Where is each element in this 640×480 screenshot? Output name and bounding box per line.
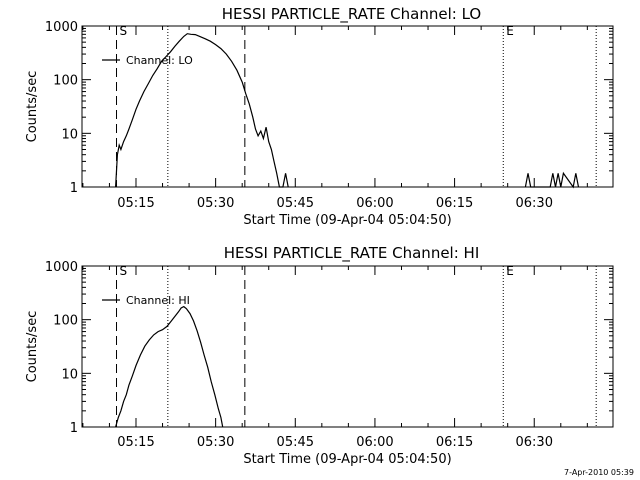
- chart-title: HESSI PARTICLE_RATE Channel: LO: [222, 5, 481, 24]
- legend-label: Channel: HI: [126, 294, 190, 307]
- x-axis-label: Start Time (09-Apr-04 05:04:50): [243, 213, 451, 228]
- y-tick-label: 1000: [45, 20, 78, 35]
- x-tick-label: 05:45: [277, 196, 314, 211]
- x-tick-label: 06:15: [436, 196, 473, 211]
- legend-label: Channel: LO: [126, 54, 193, 67]
- series-line-1: [115, 33, 289, 188]
- timestamp-label: 7-Apr-2010 05:39: [564, 468, 634, 477]
- x-tick-label: 06:30: [516, 435, 553, 450]
- y-tick-label: 1: [70, 421, 78, 436]
- x-tick-label: 05:30: [197, 196, 234, 211]
- y-tick-label: 10: [61, 127, 78, 142]
- x-tick-label: 06:00: [356, 196, 393, 211]
- plot-frame: [81, 265, 614, 428]
- x-tick-label: 05:45: [277, 435, 314, 450]
- y-axis-label: Counts/sec: [25, 311, 40, 383]
- chart-panel-2: HESSI PARTICLE_RATE Channel: HI 1 10 100 100…: [25, 244, 614, 467]
- x-tick-label: 05:15: [117, 196, 154, 211]
- y-tick-label: 100: [53, 74, 78, 89]
- x-axis-label: Start Time (09-Apr-04 05:04:50): [243, 452, 451, 467]
- plot-frame: [81, 25, 614, 188]
- event-marker-label: S: [120, 24, 128, 38]
- event-marker-label: E: [506, 264, 514, 278]
- event-marker-label: S: [120, 264, 128, 278]
- x-tick-label: 06:00: [356, 435, 393, 450]
- y-axis-label: Counts/sec: [25, 71, 40, 143]
- y-tick-label: 1000: [45, 260, 78, 275]
- event-marker-label: E: [506, 24, 514, 38]
- x-tick-label: 06:30: [516, 196, 553, 211]
- y-tick-label: 10: [61, 367, 78, 382]
- x-tick-label: 05:30: [197, 435, 234, 450]
- y-tick-label: 1: [70, 181, 78, 196]
- x-tick-label: 05:15: [117, 435, 154, 450]
- chart-title: HESSI PARTICLE_RATE Channel: HI: [224, 244, 480, 263]
- series-line-2: [524, 171, 580, 189]
- chart-panel-1: HESSI PARTICLE_RATE Channel: LO 1 10 100 100…: [25, 5, 614, 228]
- x-tick-label: 06:15: [436, 435, 473, 450]
- series-line-1: [115, 305, 224, 428]
- y-tick-label: 100: [53, 314, 78, 329]
